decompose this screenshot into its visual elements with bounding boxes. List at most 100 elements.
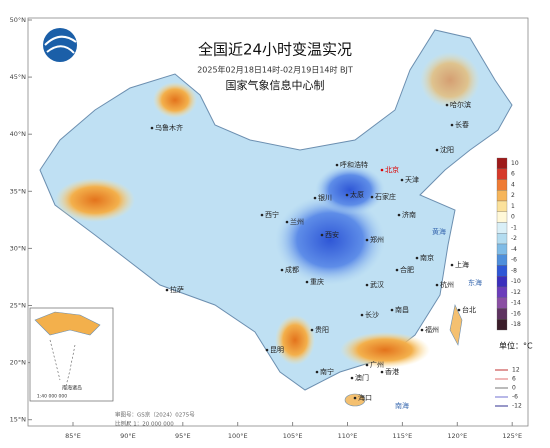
lon-label: 90°E bbox=[120, 432, 136, 440]
lat-label: 50°N bbox=[10, 16, 27, 24]
city-dot bbox=[457, 308, 461, 312]
lat-label: 15°N bbox=[10, 416, 27, 424]
city-dot bbox=[280, 268, 284, 272]
city-dot bbox=[370, 195, 374, 199]
city-label: 成都 bbox=[285, 265, 299, 274]
city-label: 银川 bbox=[318, 193, 332, 202]
city-dot bbox=[380, 370, 384, 374]
city-dot bbox=[365, 283, 369, 287]
legend-label: -16 bbox=[511, 310, 521, 317]
legend-label: -4 bbox=[511, 246, 517, 253]
sea-label: 南海 bbox=[395, 401, 409, 410]
city-dot bbox=[305, 280, 309, 284]
lon-labels: 85°E 90°E 95°E 100°E 105°E 110°E 115°E 120°E 125… bbox=[65, 422, 522, 440]
legend-label: -12 bbox=[511, 289, 521, 296]
city-dot bbox=[415, 256, 419, 260]
city-label: 兰州 bbox=[290, 217, 304, 226]
legend-label: -14 bbox=[511, 300, 521, 307]
inset-title: 南海诸岛 bbox=[62, 385, 82, 392]
city-dot bbox=[365, 238, 369, 242]
lat-label: 20°N bbox=[10, 359, 27, 367]
cold-area bbox=[275, 195, 385, 285]
city-dot bbox=[165, 288, 169, 292]
lon-label: 125°E bbox=[502, 432, 522, 440]
city-label: 昆明 bbox=[270, 346, 284, 354]
city-label: 福州 bbox=[425, 325, 439, 334]
warm-area bbox=[275, 315, 315, 365]
city-label: 拉萨 bbox=[170, 285, 184, 294]
lon-label: 105°E bbox=[283, 432, 303, 440]
city-label: 西安 bbox=[325, 230, 339, 239]
legend-swatch bbox=[496, 276, 508, 288]
inset-boundary bbox=[49, 339, 76, 391]
legend-swatch bbox=[496, 190, 508, 202]
city-label: 南宁 bbox=[320, 367, 334, 376]
city-label: 海口 bbox=[358, 393, 372, 402]
city-label: 沈阳 bbox=[440, 145, 454, 154]
city-label: 台北 bbox=[462, 305, 476, 314]
city-label: 郑州 bbox=[370, 236, 384, 244]
legend-line-label: 12 bbox=[512, 367, 520, 374]
city-dot bbox=[260, 213, 264, 217]
legend-label: -2 bbox=[511, 235, 517, 242]
legend-label: 0 bbox=[511, 214, 515, 221]
city-dot bbox=[310, 328, 314, 332]
warm-area bbox=[153, 82, 197, 118]
legend-line-label: 6 bbox=[512, 376, 516, 383]
logo bbox=[43, 28, 77, 62]
hainan bbox=[344, 393, 366, 407]
city-label: 贵阳 bbox=[315, 325, 329, 334]
legend-swatch bbox=[496, 233, 508, 245]
sea-label: 黄海 bbox=[432, 227, 446, 236]
city-label: 合肥 bbox=[400, 265, 414, 274]
city-dot bbox=[313, 196, 317, 200]
approval: 审图号：GS京（2024）0275号 bbox=[115, 411, 195, 419]
lat-label: 25°N bbox=[10, 302, 27, 310]
legend-swatch bbox=[496, 179, 508, 191]
legend-label: -8 bbox=[511, 267, 517, 274]
lon-label: 100°E bbox=[228, 432, 248, 440]
city-label: 香港 bbox=[385, 367, 399, 376]
legend-swatch bbox=[496, 211, 508, 223]
inset-land bbox=[34, 311, 101, 336]
city-label: 哈尔滨 bbox=[450, 100, 471, 109]
city-dot bbox=[360, 313, 364, 317]
city-label: 澳门 bbox=[355, 373, 369, 382]
lat-labels: 50°N 45°N 40°N 35°N 30°N 25°N 20°N 15°N bbox=[10, 16, 32, 424]
city-label: 济南 bbox=[402, 210, 416, 219]
legend-label: 2 bbox=[511, 192, 515, 199]
logo-swirl bbox=[44, 35, 77, 54]
city-label: 上海 bbox=[455, 260, 469, 269]
city-dot bbox=[400, 178, 404, 182]
city-dot bbox=[150, 126, 154, 130]
city-dot bbox=[350, 376, 354, 380]
city-dot bbox=[445, 103, 449, 107]
city-label: 长春 bbox=[455, 120, 469, 129]
lon-label: 110°E bbox=[338, 432, 358, 440]
city-label: 广州 bbox=[370, 360, 384, 369]
legend-swatch bbox=[496, 168, 508, 180]
city-dot bbox=[380, 168, 384, 172]
legend-line-label: -6 bbox=[512, 394, 518, 401]
legend-label: 6 bbox=[511, 171, 515, 178]
sea-label: 东海 bbox=[468, 278, 482, 287]
lon-label: 115°E bbox=[393, 432, 413, 440]
city-dot bbox=[435, 283, 439, 287]
legend-swatch bbox=[496, 308, 508, 320]
city-dot bbox=[435, 148, 439, 152]
legend-swatch bbox=[496, 254, 508, 266]
city-dot bbox=[395, 268, 399, 272]
city-label: 南京 bbox=[420, 253, 434, 262]
city-dot bbox=[320, 233, 324, 237]
city-dot bbox=[450, 123, 454, 127]
legend-swatch bbox=[496, 200, 508, 212]
legend-label: -1 bbox=[511, 224, 517, 231]
city-dot bbox=[450, 263, 454, 267]
lat-label: 45°N bbox=[10, 73, 27, 81]
inset-scale: 1:40 000 000 bbox=[37, 394, 67, 400]
legend-swatch bbox=[496, 157, 508, 169]
city-dot bbox=[285, 220, 289, 224]
taiwan bbox=[449, 304, 463, 346]
city-dot bbox=[315, 370, 319, 374]
